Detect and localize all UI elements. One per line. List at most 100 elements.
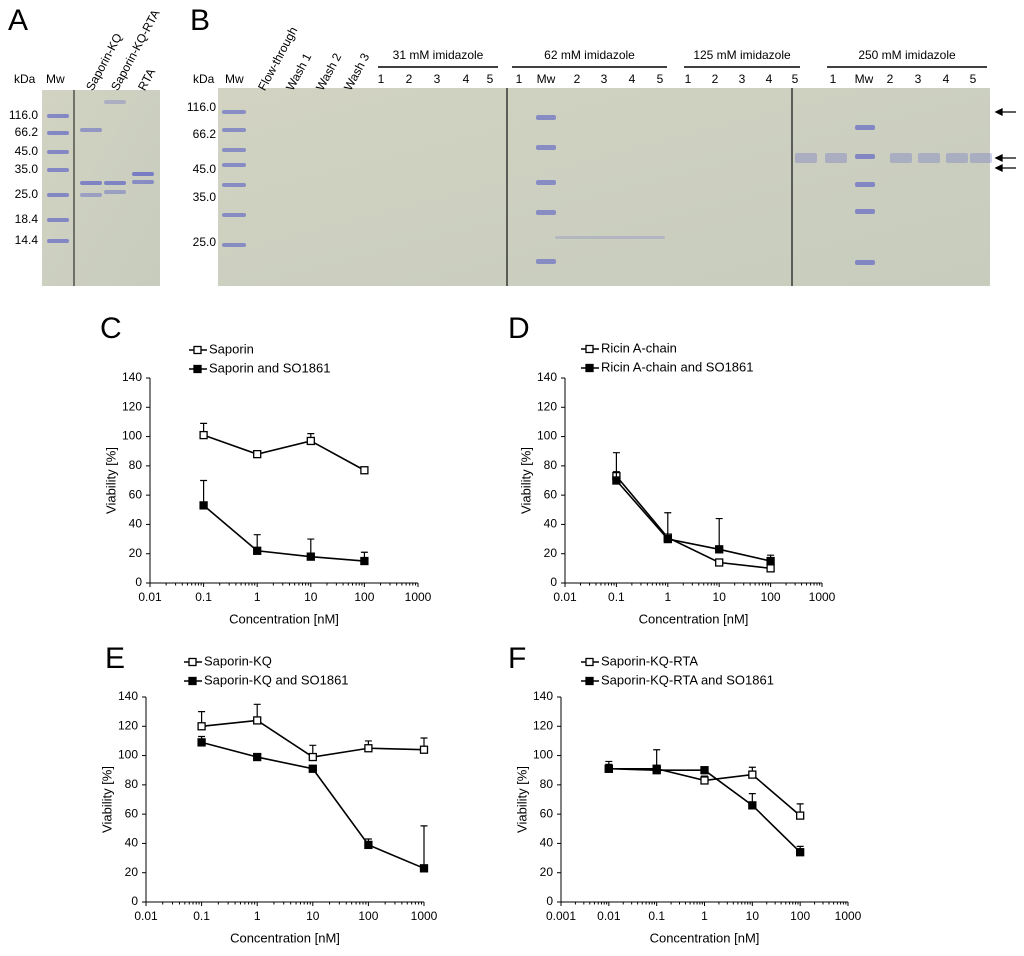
data-point [253,716,262,725]
y-tick-label: 0 [135,575,142,589]
data-point [308,752,317,762]
gel-band [132,180,154,184]
data-point [253,546,262,555]
x-tick-label: 1000 [411,909,438,923]
data-point [796,848,805,857]
x-tick-label: 1000 [809,590,836,604]
y-tick-label: 60 [129,487,143,501]
gel-band [47,239,69,243]
gel-band [222,128,246,132]
data-point [360,556,369,566]
y-tick-label: 100 [118,748,138,762]
x-axis-label: Concentration [nM] [229,611,339,626]
error-bar [715,517,723,550]
y-tick-label: 100 [533,748,553,762]
x-tick-label: 0.01 [138,590,162,604]
legend-label: Saporin and SO1861 [209,360,330,375]
lane-number: 3 [434,72,441,86]
lane-number: 3 [915,72,922,86]
legend-label: Saporin-KQ and SO1861 [204,672,349,687]
legend-marker [585,363,594,373]
lane-number: 1 [378,72,385,86]
gel-band [855,154,875,159]
lane-number: 4 [463,72,470,86]
gel-band [890,153,912,163]
data-point [663,534,672,544]
series-line [615,475,771,570]
arrows [994,107,1016,173]
lane-number: 5 [487,72,494,86]
x-tick-label: 1000 [835,909,862,923]
x-tick-label: 0.1 [193,909,210,923]
lane-label: Wash 2 [313,51,344,93]
y-tick-label: 60 [544,487,558,501]
marker-label: 35.0 [193,190,217,204]
x-tick-label: 0.001 [546,909,576,923]
data-point [652,766,661,775]
gel-band [47,150,69,154]
group-label: 250 mM imidazole [858,48,956,62]
marker-label: 66.2 [15,125,39,139]
lane-number: 2 [887,72,894,86]
gel-b-image [218,88,990,286]
legend-marker [188,676,197,686]
panel-label: D [508,312,530,345]
data-point [604,764,613,773]
y-tick-label: 40 [129,517,143,531]
gel-band [47,131,69,135]
gel-band [536,210,556,215]
data-point [253,752,262,762]
y-tick-label: 80 [540,777,554,791]
marker-label: 18.4 [15,212,39,226]
panel-label: B [190,4,210,37]
gel-band [536,115,556,120]
data-point [364,744,373,753]
error-bar [612,452,620,481]
gel-band [795,153,817,163]
y-tick-label: 40 [544,517,558,531]
data-point [715,545,724,554]
x-tick-label: 1 [701,909,708,923]
data-point [700,776,709,785]
gel-band [222,163,246,167]
y-tick-label: 120 [118,718,138,732]
lane-number: 1 [830,72,837,86]
data-point [419,745,429,754]
gel-band [132,172,154,176]
x-tick-label: 100 [358,909,378,923]
x-tick-label: 1 [254,590,261,604]
lane-number: 2 [406,72,413,86]
y-tick-label: 60 [540,806,554,820]
y-tick-label: 140 [533,689,553,703]
gel-band [536,180,556,185]
gel-band [946,153,968,163]
data-point [715,558,724,567]
y-tick-label: 120 [537,399,557,413]
y-tick-label: 20 [125,865,139,879]
y-tick-label: 80 [125,777,139,791]
panel-label: E [105,642,125,675]
data-point [748,801,757,810]
y-tick-label: 0 [546,894,553,908]
lane-number: 1 [516,72,523,86]
y-tick-label: 140 [118,689,138,703]
gel-band [536,259,556,264]
x-tick-label: 0.01 [553,590,577,604]
kda-label: kDa [14,72,36,86]
marker-label: 116.0 [187,100,216,114]
lane-number: 3 [739,72,746,86]
error-bar [664,512,672,540]
legend-label: Saporin-KQ-RTA and SO1861 [601,672,774,687]
x-axis-label: Concentration [nM] [639,611,749,626]
gel-band [222,148,246,152]
lane-number: 5 [792,72,799,86]
marker-label: 35.0 [15,162,39,176]
gel-band [855,209,875,214]
gel-band [536,145,556,150]
legend-marker [585,344,594,354]
data-point [199,501,208,510]
gel-band [855,260,875,265]
y-tick-label: 80 [129,458,143,472]
